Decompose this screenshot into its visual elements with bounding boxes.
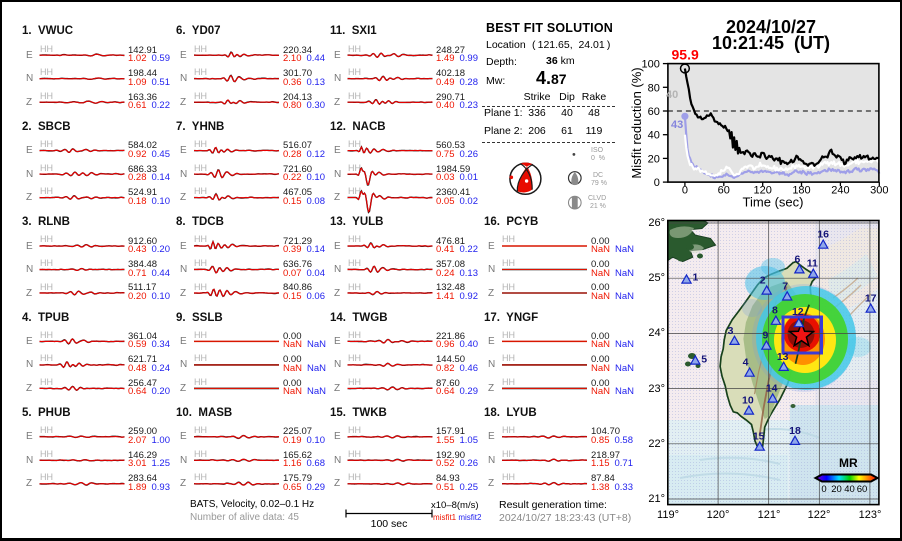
svg-text:180: 180 [792, 185, 810, 197]
svg-text:2: 2 [760, 275, 766, 287]
svg-text:80: 80 [648, 82, 660, 94]
svg-text:60: 60 [648, 106, 660, 118]
svg-text:40: 40 [648, 130, 660, 142]
svg-text:13: 13 [777, 351, 789, 363]
svg-text:60: 60 [718, 185, 730, 197]
svg-text:240: 240 [831, 185, 849, 197]
svg-text:40: 40 [666, 89, 678, 101]
svg-text:0: 0 [682, 185, 688, 197]
svg-text:60: 60 [857, 484, 868, 495]
svg-text:18: 18 [789, 425, 801, 437]
svg-text:8: 8 [772, 305, 778, 317]
svg-text:0: 0 [821, 484, 826, 495]
svg-text:11: 11 [807, 258, 818, 270]
svg-text:1: 1 [693, 272, 699, 284]
svg-text:0: 0 [654, 177, 660, 189]
svg-text:15: 15 [753, 431, 765, 443]
svg-text:17: 17 [865, 293, 877, 305]
svg-text:14: 14 [766, 383, 778, 395]
svg-text:40: 40 [844, 484, 855, 495]
svg-text:300: 300 [870, 185, 888, 197]
svg-text:7: 7 [782, 280, 788, 292]
svg-text:6: 6 [794, 253, 800, 265]
svg-text:20: 20 [831, 484, 842, 495]
svg-text:Misfit reduction (%): Misfit reduction (%) [629, 67, 644, 178]
svg-text:3: 3 [728, 325, 734, 337]
svg-text:20: 20 [648, 153, 660, 165]
svg-text:100 sec: 100 sec [371, 518, 408, 530]
svg-text:Time (sec): Time (sec) [743, 195, 804, 210]
svg-text:16: 16 [817, 229, 829, 241]
svg-text:120: 120 [754, 185, 772, 197]
svg-text:5: 5 [701, 354, 707, 366]
svg-text:9: 9 [762, 330, 768, 342]
svg-text:95.9: 95.9 [672, 47, 699, 63]
svg-text:100: 100 [642, 59, 660, 71]
svg-text:43: 43 [671, 119, 683, 131]
svg-text:12: 12 [792, 306, 804, 318]
svg-text:10: 10 [742, 395, 754, 407]
svg-text:4: 4 [743, 357, 749, 369]
svg-text:MR: MR [839, 456, 858, 470]
